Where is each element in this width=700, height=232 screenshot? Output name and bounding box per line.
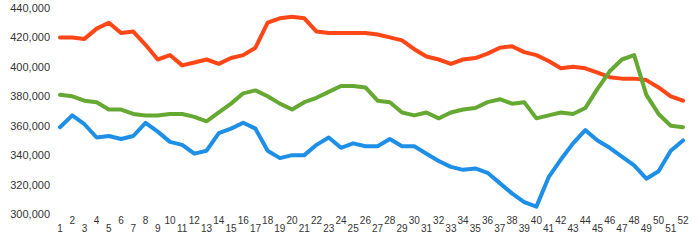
x-tick-label: 8 — [143, 215, 149, 226]
x-tick-label: 7 — [131, 223, 137, 232]
x-tick-label: 29 — [396, 223, 408, 232]
x-tick-label: 19 — [274, 223, 286, 232]
x-tick-label: 43 — [567, 223, 579, 232]
x-tick-label: 2 — [69, 215, 75, 226]
y-tick-label: 340,000 — [10, 149, 50, 161]
x-tick-label: 4 — [94, 215, 100, 226]
x-tick-label: 27 — [372, 223, 384, 232]
x-tick-label: 11 — [177, 223, 188, 232]
y-tick-label: 400,000 — [10, 61, 50, 73]
x-tick-label: 35 — [470, 223, 482, 232]
plot-area — [60, 17, 683, 207]
x-tick-label: 6 — [118, 215, 124, 226]
x-tick-label: 25 — [348, 223, 360, 232]
x-tick-label: 50 — [653, 215, 665, 226]
x-tick-label: 28 — [384, 215, 396, 226]
x-tick-label: 12 — [189, 215, 201, 226]
x-tick-label: 24 — [335, 215, 347, 226]
y-tick-label: 440,000 — [10, 2, 50, 14]
x-tick-label: 16 — [238, 215, 250, 226]
x-tick-label: 52 — [677, 215, 689, 226]
y-tick-label: 300,000 — [10, 208, 50, 220]
x-tick-label: 33 — [445, 223, 457, 232]
x-tick-label: 36 — [482, 215, 494, 226]
x-tick-label: 5 — [106, 223, 112, 232]
x-tick-label: 14 — [213, 215, 225, 226]
x-tick-label: 13 — [201, 223, 213, 232]
x-tick-label: 22 — [311, 215, 323, 226]
x-tick-label: 45 — [592, 223, 604, 232]
x-tick-label: 46 — [604, 215, 616, 226]
series-line — [60, 17, 683, 101]
x-tick-label: 49 — [641, 223, 653, 232]
x-tick-label: 40 — [531, 215, 543, 226]
y-tick-label: 360,000 — [10, 120, 50, 132]
x-tick-label: 51 — [665, 223, 677, 232]
x-tick-label: 3 — [82, 223, 88, 232]
x-tick-label: 41 — [543, 223, 555, 232]
x-tick-label: 34 — [458, 215, 470, 226]
x-tick-label: 10 — [164, 215, 176, 226]
x-tick-label: 21 — [299, 223, 311, 232]
x-tick-label: 26 — [360, 215, 372, 226]
x-tick-label: 31 — [421, 223, 433, 232]
x-tick-label: 39 — [519, 223, 531, 232]
x-tick-label: 15 — [225, 223, 237, 232]
x-tick-label: 42 — [555, 215, 567, 226]
x-tick-label: 47 — [616, 223, 628, 232]
x-tick-label: 9 — [155, 223, 161, 232]
x-tick-label: 30 — [409, 215, 421, 226]
x-tick-label: 17 — [250, 223, 262, 232]
chart: 300,000 320,000 340,000 360,000 380,000 400,0… — [0, 0, 700, 232]
x-tick-label: 38 — [506, 215, 518, 226]
y-tick-label: 320,000 — [10, 179, 50, 191]
x-tick-label: 20 — [287, 215, 299, 226]
x-tick-label: 44 — [580, 215, 592, 226]
y-tick-label: 420,000 — [10, 31, 50, 43]
x-tick-label: 48 — [629, 215, 641, 226]
x-tick-label: 37 — [494, 223, 506, 232]
x-tick-label: 1 — [57, 223, 63, 232]
y-tick-label: 380,000 — [10, 90, 50, 102]
x-tick-label: 23 — [323, 223, 335, 232]
series-line — [60, 115, 683, 206]
x-tick-label: 18 — [262, 215, 274, 226]
series-line — [60, 55, 683, 127]
x-tick-label: 32 — [433, 215, 445, 226]
